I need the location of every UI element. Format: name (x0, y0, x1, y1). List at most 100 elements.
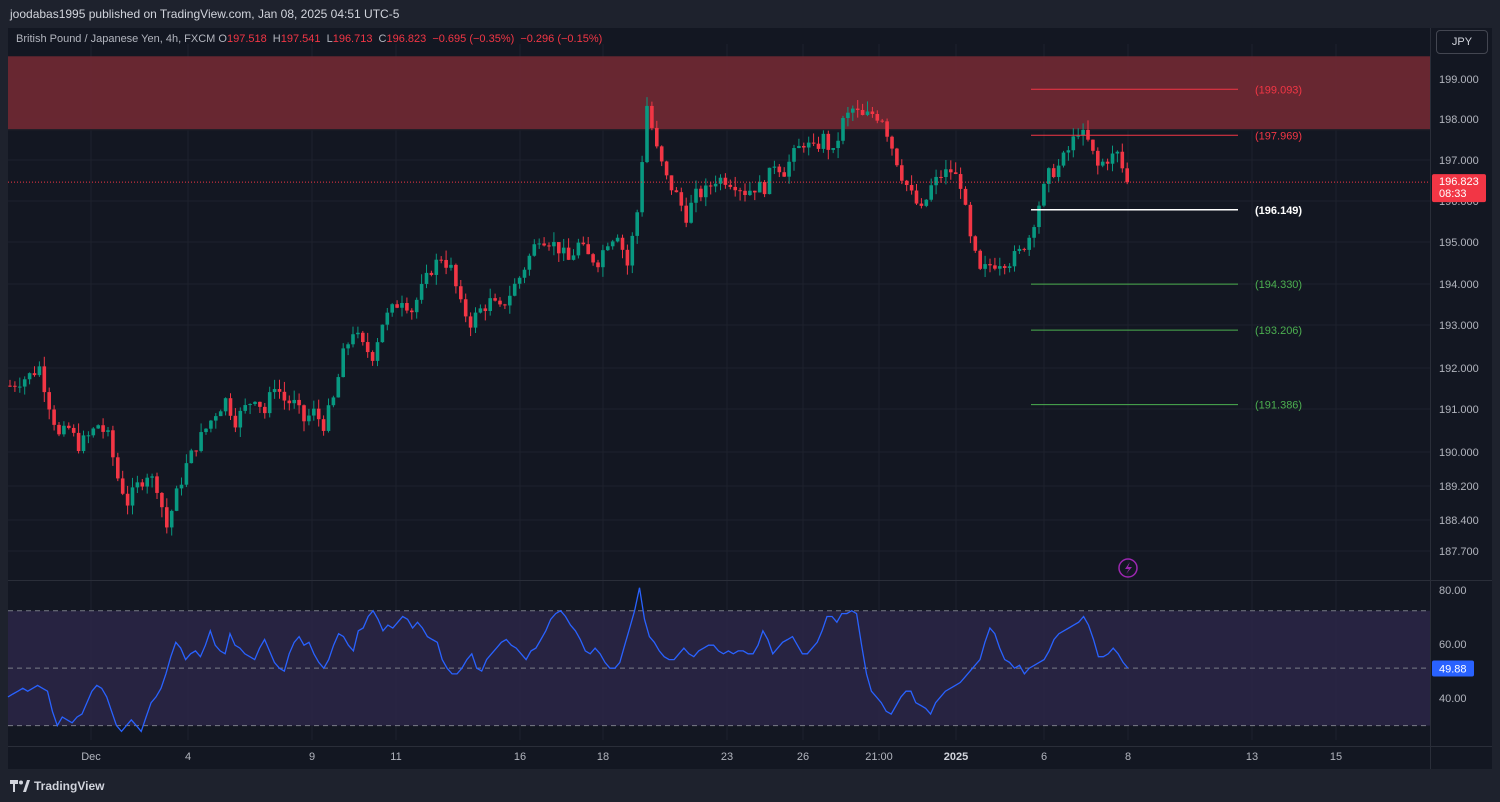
candle-body (806, 142, 811, 148)
candle-body (106, 430, 110, 432)
candle-body (32, 373, 37, 376)
candle-body (356, 332, 360, 335)
time-tick-label: 6 (1041, 751, 1047, 763)
price-tick-label: 198.000 (1439, 114, 1479, 126)
candle-body (895, 148, 899, 166)
candle-body (1017, 248, 1022, 252)
candle-body (630, 235, 635, 266)
time-tick-label: 9 (309, 751, 315, 763)
candle-body (86, 435, 91, 437)
candle-body (282, 391, 287, 401)
candle-body (811, 142, 816, 144)
candle-body (351, 334, 355, 345)
tradingview-icon (10, 780, 30, 792)
candle-body (140, 482, 145, 487)
candle-body (444, 259, 448, 268)
candle-body (96, 425, 100, 429)
candle-body (566, 247, 571, 260)
candle-body (953, 172, 958, 175)
low-label: L (326, 33, 333, 45)
open-label: O (218, 33, 227, 45)
candle-body (125, 493, 130, 506)
candle-body (909, 185, 914, 191)
candle-body (272, 389, 277, 393)
candle-body (1071, 136, 1076, 151)
candle-body (81, 435, 86, 451)
time-tick-label: 13 (1246, 751, 1258, 763)
candle-body (625, 249, 630, 266)
rsi-value: 49.88 (1439, 664, 1467, 676)
candle-body (1091, 139, 1095, 151)
low-value: 196.713 (332, 33, 373, 45)
candle-body (998, 266, 1002, 269)
candle-body (67, 425, 71, 428)
candle-body (875, 113, 880, 121)
candle-body (1096, 150, 1100, 166)
candle-body (836, 140, 840, 149)
rsi-tick-label: 60.00 (1439, 639, 1467, 651)
candle-body (1081, 129, 1085, 136)
candle-body (978, 250, 982, 269)
candle-body (640, 162, 644, 213)
candle-body (772, 166, 777, 168)
candle-body (591, 254, 595, 263)
candle-body (503, 304, 507, 306)
candle-body (370, 352, 375, 361)
candle-body (934, 176, 938, 186)
price-tick-label: 191.000 (1439, 404, 1479, 416)
candle-body (826, 133, 831, 150)
candle-body (679, 192, 684, 206)
candle-body (361, 332, 365, 343)
candle-body (816, 143, 821, 149)
candle-body (179, 484, 184, 489)
candle-body (767, 167, 772, 195)
candle-body (145, 477, 149, 487)
time-tick-label: 23 (721, 751, 733, 763)
currency-button[interactable]: JPY (1436, 30, 1488, 54)
candle-body (900, 165, 904, 181)
candle-body (8, 385, 12, 387)
candle-body (37, 366, 42, 376)
footer-bar (0, 772, 1500, 802)
candle-body (375, 342, 380, 361)
candle-body (704, 185, 708, 198)
candle-body (405, 303, 409, 311)
candle-body (1047, 168, 1051, 184)
candle-body (694, 188, 698, 203)
candle-body (155, 476, 159, 493)
candle-body (184, 463, 189, 485)
candle-body (214, 416, 218, 421)
symbol-legend: British Pound / Japanese Yen, 4h, FXCM O… (16, 33, 605, 45)
candle-body (62, 425, 66, 435)
candle-body (949, 169, 953, 173)
candle-body (944, 169, 948, 178)
tradingview-wordmark: TradingView (34, 779, 105, 793)
candle-body (880, 120, 884, 122)
candle-body (797, 145, 801, 149)
candle-body (1002, 266, 1007, 268)
candle-body (120, 478, 125, 494)
candle-body (914, 190, 919, 204)
candle-body (165, 507, 169, 528)
candle-body (532, 244, 537, 256)
candle-body (586, 244, 590, 255)
candle-body (762, 181, 767, 195)
candle-body (459, 286, 463, 300)
candle-body (160, 492, 164, 508)
candle-body (321, 419, 326, 431)
candle-body (47, 392, 51, 410)
candle-body (410, 310, 414, 313)
candle-body (385, 312, 390, 325)
candle-body (963, 188, 968, 205)
candle-body (1027, 237, 1031, 250)
candle-body (204, 428, 208, 433)
candle-body (929, 185, 933, 200)
candle-body (52, 409, 56, 425)
candle-body (606, 246, 610, 251)
candle-body (243, 405, 247, 411)
candle-body (390, 304, 394, 313)
price-tick-label: 192.000 (1439, 363, 1479, 375)
tradingview-logo[interactable]: TradingView (10, 779, 104, 793)
open-value: 197.518 (226, 33, 267, 45)
